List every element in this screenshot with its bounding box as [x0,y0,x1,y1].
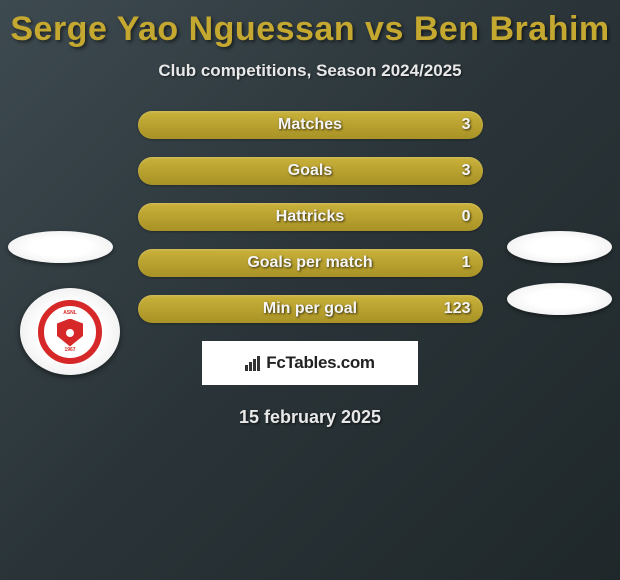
club-abbrev: ASNL [63,310,77,316]
brand-text: FcTables.com [266,353,375,373]
player-slot-left-1 [8,231,113,263]
stat-row: Goals per match 1 [138,249,483,277]
stat-label: Min per goal [263,300,357,318]
stat-label: Hattricks [276,208,344,226]
stat-label: Matches [278,116,342,134]
club-badge-inner: ASNL 1967 [38,300,102,364]
shield-icon [57,319,83,347]
player-slot-right-2 [507,283,612,315]
stat-value: 1 [462,254,471,272]
stat-row: Goals 3 [138,157,483,185]
stats-list: Matches 3 Goals 3 Hattricks 0 Goals per … [138,111,483,323]
shield-center-icon [66,329,74,337]
stat-value: 3 [462,116,471,134]
stat-row: Min per goal 123 [138,295,483,323]
stat-value: 0 [462,208,471,226]
stat-label: Goals [288,162,332,180]
main-container: ASNL 1967 Matches 3 Goals 3 Hattricks 0 … [0,111,620,428]
club-logo: ASNL 1967 [20,288,120,375]
brand-box: FcTables.com [202,341,418,385]
stat-row: Hattricks 0 [138,203,483,231]
stat-label: Goals per match [247,254,372,272]
date-text: 15 february 2025 [0,407,620,428]
barchart-icon [245,355,260,371]
player-slot-right-1 [507,231,612,263]
stat-row: Matches 3 [138,111,483,139]
stat-value: 123 [444,300,471,318]
stat-value: 3 [462,162,471,180]
club-year: 1967 [64,347,75,353]
subtitle: Club competitions, Season 2024/2025 [0,61,620,81]
page-title: Serge Yao Nguessan vs Ben Brahim [0,0,620,49]
